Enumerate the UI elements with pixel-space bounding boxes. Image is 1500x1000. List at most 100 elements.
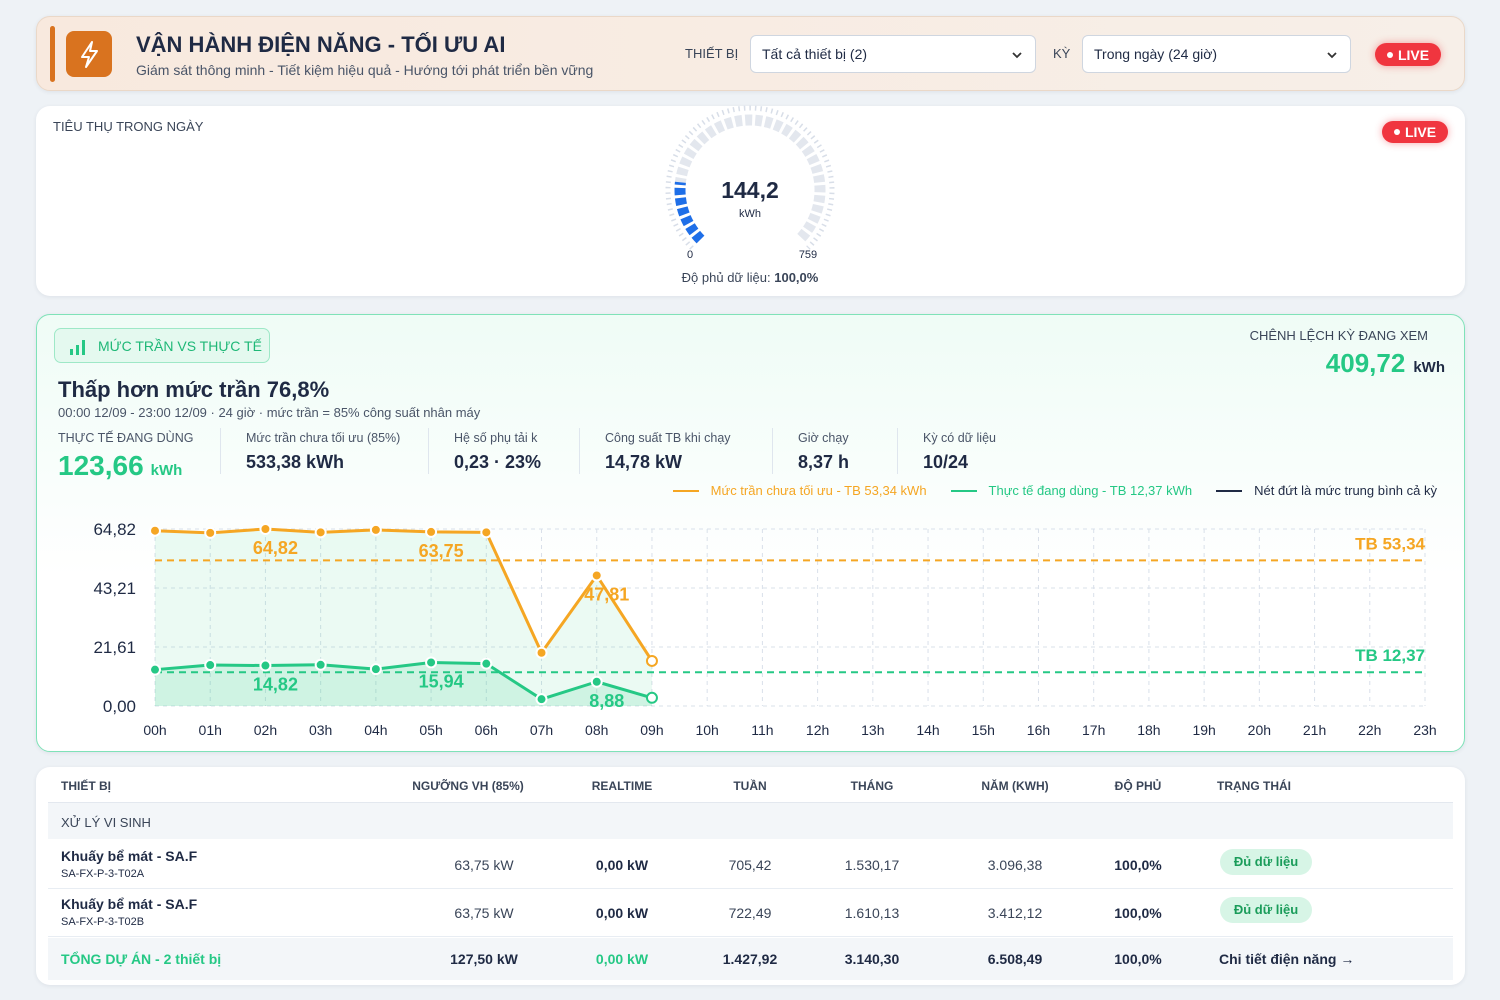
device-select[interactable]: Tất cả thiết bị (2) [750,35,1036,73]
kpi-value: 123,66 kWh [58,450,182,482]
headline: Thấp hơn mức trần 76,8% [58,377,330,402]
legend-swatch [1216,489,1243,492]
kpi-divider [772,428,773,474]
coverage-value: 100,0% [774,270,819,285]
th: THIẾT BỊ [61,779,111,793]
gauge-card [36,106,1465,296]
kpi-label: THỰC TẾ ĐANG DÙNG [58,431,194,445]
live-text: LIVE [1404,124,1437,140]
accent-bar [50,26,55,82]
td: 63,75 kW [454,857,514,873]
legend-item: Mức trần chưa tối ưu - TB 53,34 kWh [672,483,927,498]
kpi-unit: kWh [150,462,183,479]
td: 0,00 kW [595,857,649,873]
td: 722,49 [728,905,772,921]
legend-text: Thực tế đang dùng - TB 12,37 kWh [988,483,1193,498]
kpi-number: 123,66 [58,450,144,481]
legend-item: Nét đứt là mức trung bình cả kỳ [1216,483,1437,498]
kpi-label: Kỳ có dữ liệu [923,431,996,445]
live-badge: LIVE [1375,43,1441,66]
td: 3.096,38 [987,857,1043,873]
th: TRẠNG THÁI [1217,779,1291,793]
live-text: LIVE [1397,46,1430,63]
kpi-label: Mức trần chưa tối ưu (85%) [246,431,401,445]
td: 63,75 kW [454,905,514,921]
app-icon [66,31,112,77]
total-row [48,938,1453,980]
kpi-divider [220,428,221,474]
kpi-divider [897,428,898,474]
total-cell: 3.140,30 [844,951,900,967]
td: 0,00 kW [595,905,649,921]
kpi-value: 533,38 kWh [246,452,345,472]
chevron [1012,52,1022,59]
diff-label: CHÊNH LỆCH KỲ ĐANG XEM [1249,328,1428,343]
total-cell: 127,50 kW [450,951,518,967]
detail-link[interactable]: Chi tiết điện năng → [1219,951,1355,967]
th: NGƯỠNG VH (85%) [412,779,524,793]
badge: MỨC TRẦN VS THỰC TẾ [54,328,270,363]
device-label: THIẾT BỊ [685,46,739,61]
coverage: Độ phủ dữ liệu: 100,0% [650,270,850,285]
device-code: SA-FX-P-3-T02B [61,916,145,928]
device-select-text: Tất cả thiết bị (2) [762,46,868,62]
page-subtitle: Giám sát thông minh - Tiết kiệm hiệu quả… [136,62,594,78]
kpi-divider [428,428,429,474]
td: 3.412,12 [987,905,1043,921]
th: THÁNG [850,779,894,793]
kpi-label: Công suất TB khi chạy [605,431,731,445]
row-line [48,936,1453,937]
legend-text: Mức trần chưa tối ưu - TB 53,34 kWh [710,483,927,498]
th: TUẦN [733,779,767,793]
period-select[interactable]: Trong ngày (24 giờ) [1082,35,1351,73]
diff: 409,72 kWh [1326,348,1445,379]
legend: Mức trần chưa tối ưu - TB 53,34 kWh Thực … [672,483,1437,498]
kpi-label: Giờ chạy [798,431,849,445]
th: ĐỘ PHỦ [1114,779,1162,793]
status-pill: Đủ dữ liệu [1220,897,1312,923]
group-row [48,803,1453,839]
td: 100,0% [1114,905,1162,921]
total-name: TỔNG DỰ ÁN - 2 thiết bị [61,951,222,967]
legend-item: Thực tế đang dùng - TB 12,37 kWh [950,483,1193,498]
legend-text: Nét đứt là mức trung bình cả kỳ [1254,483,1437,498]
kpi-value: 10/24 [923,452,969,472]
th: REALTIME [591,779,653,793]
group-label: XỬ LÝ VI SINH [61,815,151,830]
td: 705,42 [728,857,772,873]
td: 1.610,13 [844,905,900,921]
total-cell: 100,0% [1114,951,1162,967]
bar-icon [70,340,85,355]
live-badge: LIVE [1382,121,1448,143]
header-row-line [48,802,1453,803]
status-pill: Đủ dữ liệu [1220,849,1312,875]
kpi-label: Hệ số phụ tải k [454,431,538,445]
device-name: Khuấy bể mát - SA.F [61,848,198,864]
diff-unit: kWh [1413,359,1445,376]
total-cell: 0,00 kW [595,951,649,967]
subline: 00:00 12/09 - 23:00 12/09 · 24 giờ · mức… [58,405,481,420]
device-code: SA-FX-P-3-T02A [61,868,145,880]
th: NĂM (KWH) [981,779,1049,793]
badge-text: MỨC TRẦN VS THỰC TẾ [98,338,262,354]
chevron [1327,52,1337,59]
td: 1.530,17 [844,857,900,873]
period-select-text: Trong ngày (24 giờ) [1094,46,1218,62]
legend-swatch [950,489,977,492]
device-name: Khuấy bể mát - SA.F [61,896,198,912]
total-cell: 6.508,49 [987,951,1043,967]
total-cell: 1.427,92 [722,951,778,967]
gauge-title: TIÊU THỤ TRONG NGÀY [53,119,204,134]
coverage-label: Độ phủ dữ liệu: [681,270,771,285]
legend-swatch [672,489,699,492]
kpi-divider [579,428,580,474]
bolt-icon [81,41,98,68]
row-line [48,888,1453,889]
page-title: VẬN HÀNH ĐIỆN NĂNG - TỐI ƯU AI [136,32,506,57]
td: 100,0% [1114,857,1162,873]
period-label: KỲ [1053,46,1071,61]
kpi-value: 14,78 kW [605,452,683,472]
kpi-value: 0,23 · 23% [454,452,542,472]
diff-value: 409,72 [1325,348,1406,378]
